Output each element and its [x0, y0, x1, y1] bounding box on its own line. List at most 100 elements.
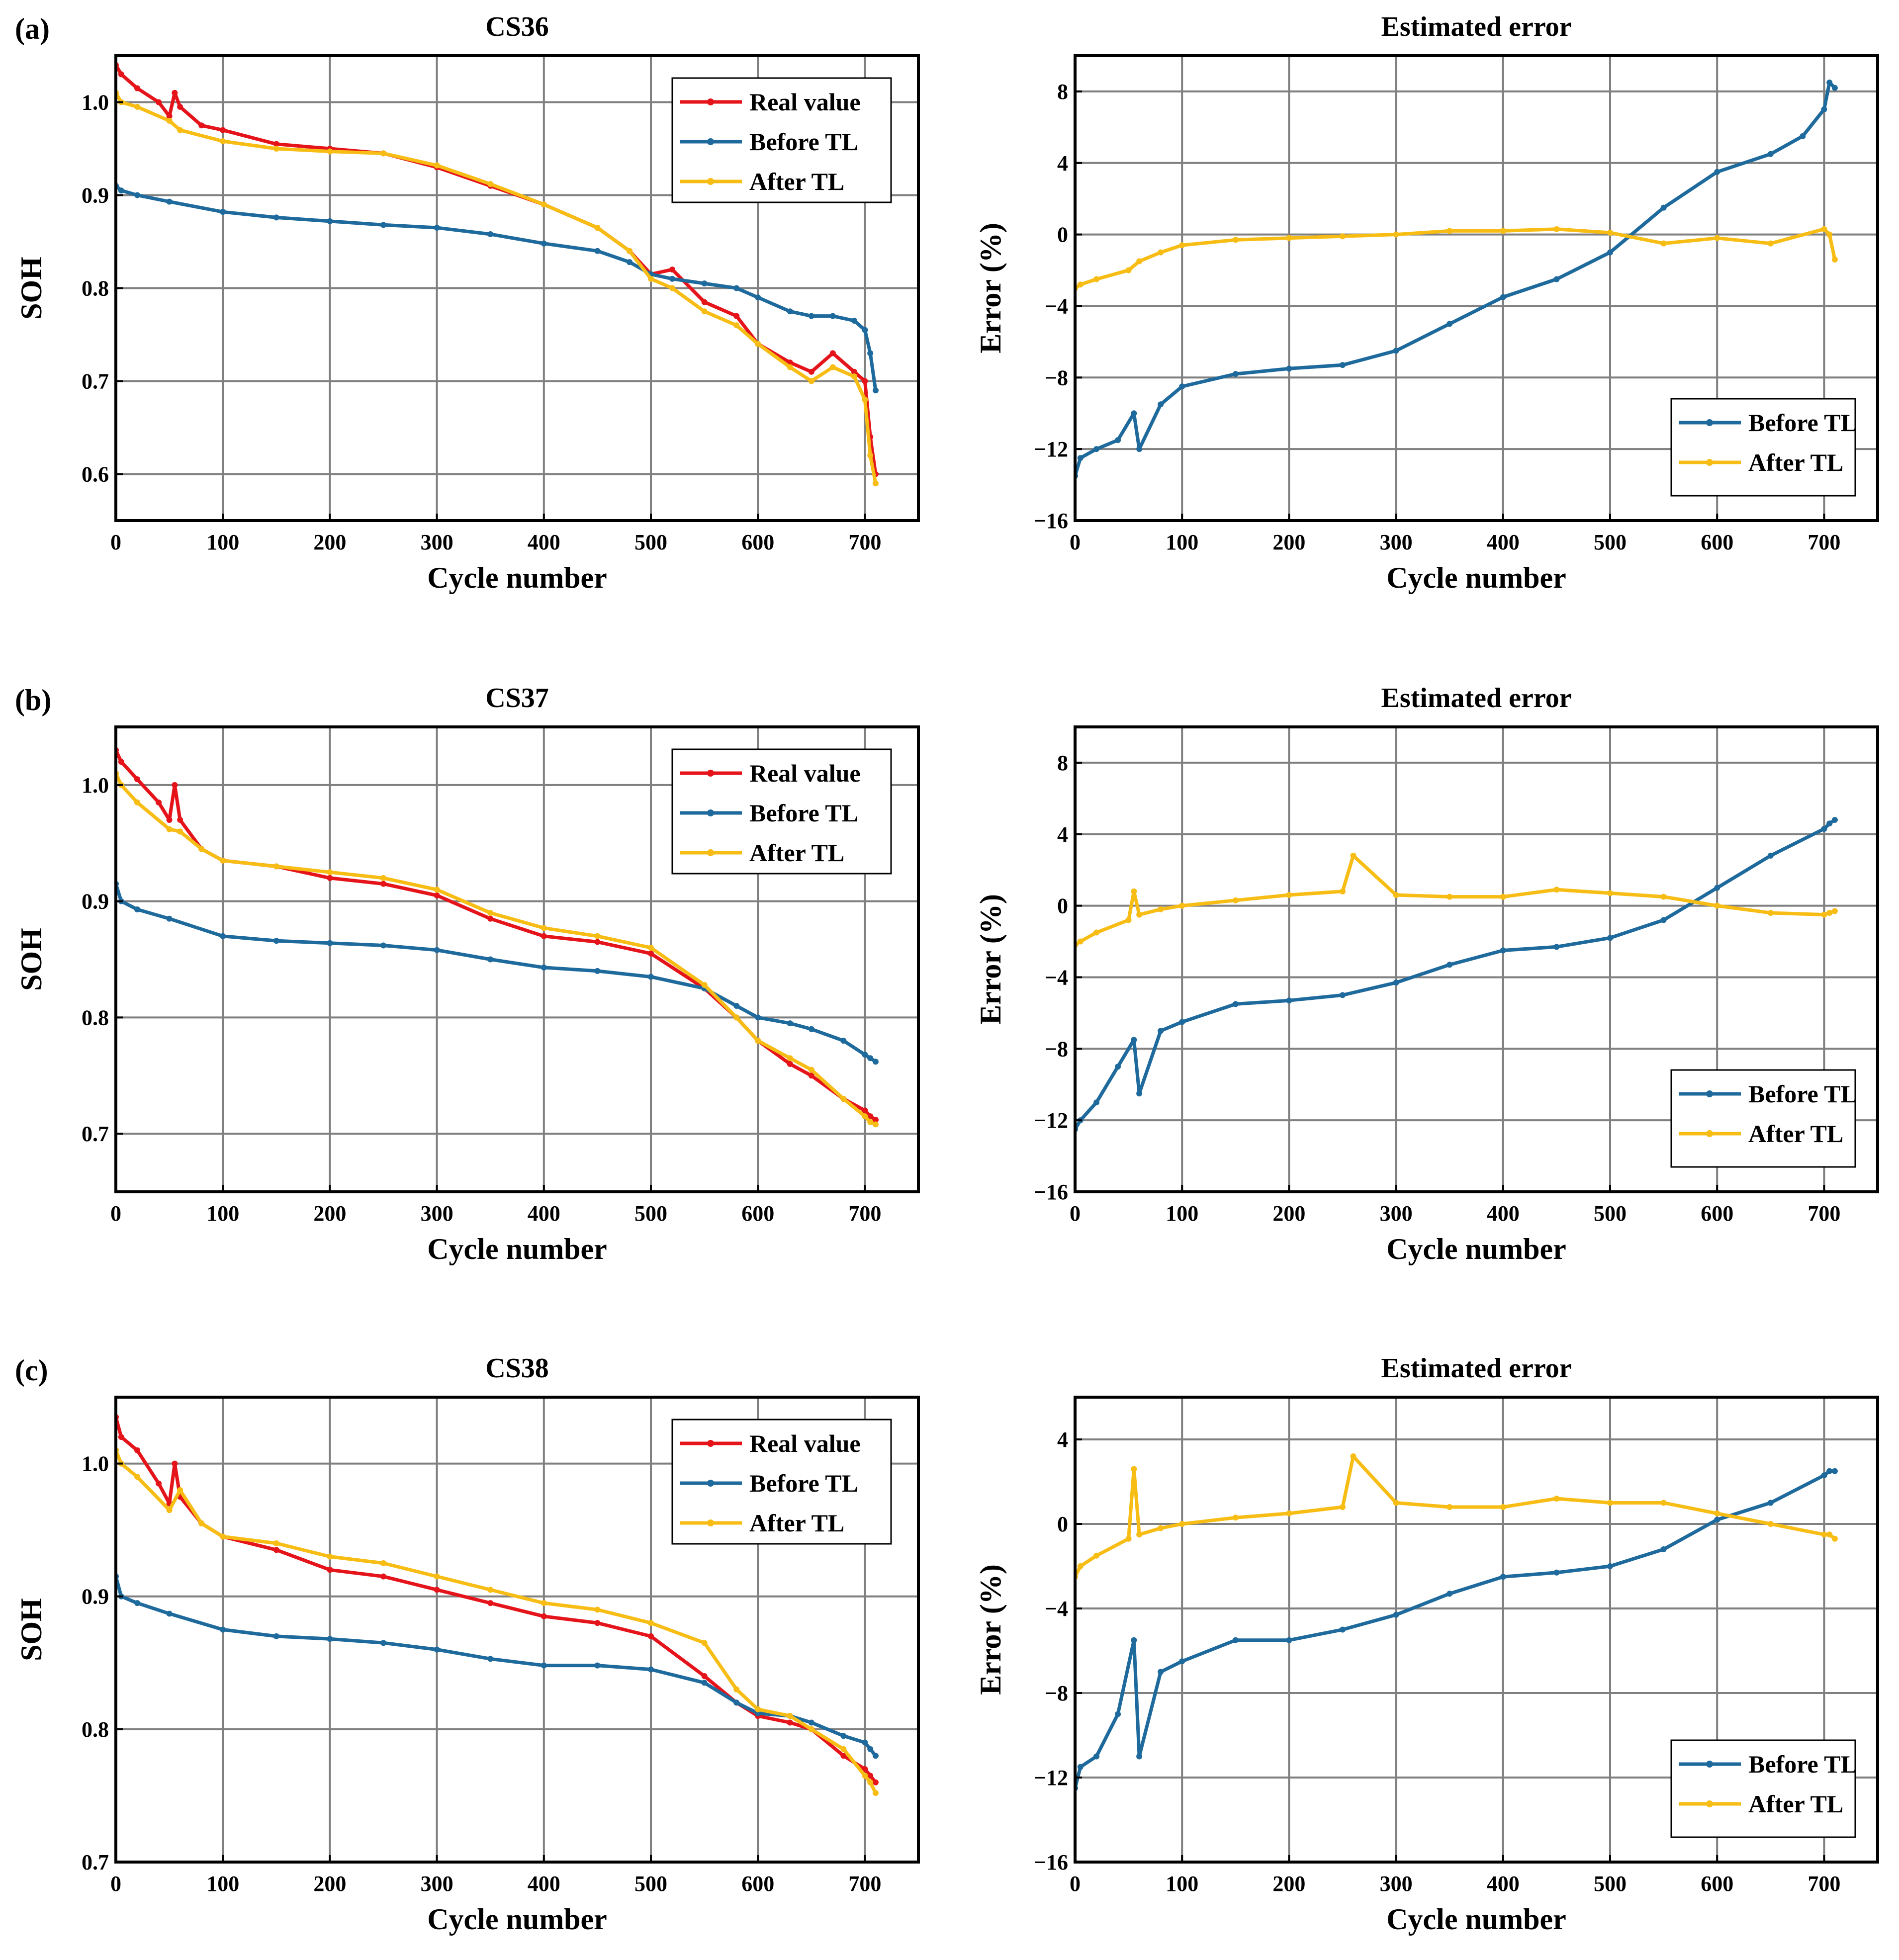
data-point-before-tl: [1826, 1468, 1833, 1474]
x-tick-label: 400: [1487, 1201, 1520, 1226]
data-point-real-value: [872, 1117, 879, 1123]
data-point-before-tl: [220, 209, 226, 215]
data-point-after-tl: [1826, 1531, 1833, 1538]
data-point-after-tl: [220, 857, 226, 864]
y-tick-label: 0: [1057, 894, 1068, 918]
data-point-after-tl: [1136, 258, 1143, 265]
data-point-before-tl: [1553, 276, 1560, 282]
data-point-after-tl: [1136, 1531, 1143, 1538]
y-tick-label: 0: [1057, 223, 1068, 247]
data-point-real-value: [156, 799, 162, 805]
series-group: [116, 747, 879, 1128]
data-point-before-tl: [1767, 1500, 1774, 1506]
x-tick-label: 0: [1070, 1201, 1081, 1226]
data-point-real-value: [829, 350, 836, 356]
data-point-before-tl: [1179, 1658, 1185, 1665]
legend-label: Before TL: [1748, 1750, 1857, 1778]
data-point-after-tl: [1125, 267, 1132, 273]
data-point-after-tl: [198, 1520, 205, 1526]
data-point-real-value: [872, 1779, 879, 1785]
data-point-after-tl: [434, 1573, 440, 1580]
data-point-before-tl: [1821, 1472, 1827, 1479]
data-point-before-tl: [1393, 348, 1399, 354]
data-point-real-value: [487, 1600, 494, 1606]
data-point-real-value: [177, 817, 183, 823]
data-point-after-tl: [755, 1706, 761, 1712]
data-point-after-tl: [134, 103, 141, 110]
x-tick-label: 100: [206, 1201, 239, 1226]
data-point-after-tl: [1093, 1552, 1100, 1559]
plot-frame: [1074, 1396, 1879, 1864]
data-point-before-tl: [434, 1646, 440, 1653]
data-point-after-tl: [487, 1587, 494, 1593]
data-point-before-tl: [1714, 1516, 1720, 1523]
legend-item: Before TL: [1679, 1750, 1857, 1778]
legend-item: After TL: [1679, 1790, 1843, 1818]
data-point-after-tl: [1767, 910, 1774, 916]
data-point-before-tl: [1767, 151, 1774, 157]
x-tick-label: 200: [313, 530, 346, 554]
data-point-before-tl: [1340, 362, 1346, 368]
data-point-before-tl: [1131, 1037, 1137, 1043]
x-tick-label: 300: [421, 530, 453, 554]
x-tick-label: 400: [528, 530, 560, 554]
data-point-before-tl: [1093, 1099, 1100, 1106]
data-point-after-tl: [1767, 240, 1774, 247]
data-point-after-tl: [177, 1487, 183, 1493]
data-point-after-tl: [1093, 276, 1100, 282]
series-line-after-tl: [116, 92, 878, 484]
data-point-after-tl: [1714, 1510, 1720, 1516]
data-point-after-tl: [434, 887, 440, 893]
data-point-before-tl: [1093, 1753, 1100, 1760]
chart-c-soh: 0 100 200 300 400 500 600 700 0.7 0.8 0.9 1.0 CS38 Cy…: [15, 1353, 920, 1936]
data-point-after-tl: [380, 150, 386, 157]
data-point-after-tl: [273, 863, 279, 870]
data-point-before-tl: [862, 1052, 868, 1058]
data-point-real-value: [541, 933, 547, 939]
legend-marker: [707, 1480, 714, 1487]
data-point-real-value: [648, 950, 654, 957]
legend: Before TL After TL: [1670, 1739, 1857, 1838]
x-tick-label: 400: [1487, 1871, 1520, 1896]
data-point-after-tl: [177, 828, 183, 835]
data-point-before-tl: [1607, 249, 1613, 256]
data-point-before-tl: [1093, 446, 1100, 452]
x-tick-label: 300: [421, 1871, 453, 1896]
data-point-before-tl: [1131, 410, 1137, 417]
data-point-real-value: [867, 1773, 874, 1779]
x-tick-label: 300: [1380, 530, 1413, 554]
data-point-before-tl: [787, 308, 793, 315]
y-tick-label: −12: [1034, 1766, 1068, 1790]
data-point-before-tl: [380, 222, 386, 228]
legend-label: Before TL: [1748, 409, 1857, 437]
legend-marker: [1706, 1090, 1713, 1097]
data-point-before-tl: [872, 387, 879, 394]
y-tick-label: −16: [1034, 1850, 1068, 1874]
data-point-before-tl: [648, 1666, 654, 1673]
data-point-after-tl: [1660, 1500, 1667, 1506]
data-point-after-tl: [1232, 1515, 1239, 1521]
data-point-after-tl: [867, 1119, 874, 1125]
data-point-before-tl: [134, 1600, 141, 1606]
series-line-before-tl: [116, 1576, 877, 1757]
data-point-after-tl: [1393, 1500, 1399, 1506]
data-point-after-tl: [327, 1553, 333, 1560]
data-point-before-tl: [787, 1020, 793, 1027]
data-point-after-tl: [1077, 1563, 1084, 1569]
data-point-after-tl: [1553, 887, 1560, 893]
x-tick-label: 600: [1701, 1201, 1733, 1226]
y-axis-label: SOH: [15, 257, 48, 320]
data-point-before-tl: [1831, 85, 1838, 91]
data-point-before-tl: [1232, 1001, 1239, 1007]
data-point-before-tl: [434, 947, 440, 953]
data-point-real-value: [166, 817, 173, 823]
data-point-before-tl: [1393, 1611, 1399, 1618]
data-point-after-tl: [701, 981, 708, 988]
data-point-after-tl: [273, 146, 279, 152]
y-axis-label: SOH: [15, 928, 48, 991]
x-tick-label: 0: [110, 530, 121, 554]
y-tick-label: 0.8: [82, 1717, 109, 1742]
legend-box: [1670, 1069, 1856, 1168]
data-point-after-tl: [701, 1640, 708, 1646]
series-line-before-tl: [1075, 818, 1836, 1130]
